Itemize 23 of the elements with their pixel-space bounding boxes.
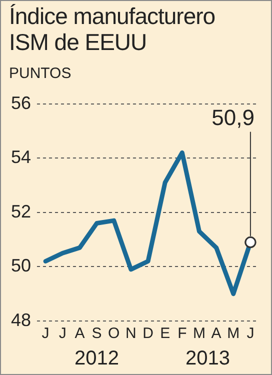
x-tick-label: F [178,325,187,342]
y-axis-title: PUNTOS [9,65,72,82]
x-tick-label: M [192,325,206,342]
y-tick-label: 54 [10,147,32,168]
x-tick-label: A [74,325,85,342]
y-tick-label: 50 [10,256,32,276]
data-label: 50,9 [212,104,254,130]
x-tick-label: M [227,325,240,342]
chart-title: Índice manufacturero ISM de EEUU [9,3,216,55]
x-tick-label: N [126,325,136,342]
text: 2012 [74,348,120,370]
x-tick-label: J [58,325,66,342]
x-tick-label: E [160,325,170,342]
x-tick-label: S [92,325,102,342]
y-tick-label: 52 [10,201,32,222]
text: 2013 [186,348,230,370]
y-tick-label: 56 [10,92,32,113]
x-tick-label: D [142,325,154,342]
x-tick-label: J [246,325,254,342]
x-tick-label: A [211,325,222,342]
y-tick-label: 48 [10,310,32,330]
x-tick-label: O [108,325,120,342]
x-tick-label: J [42,325,50,342]
